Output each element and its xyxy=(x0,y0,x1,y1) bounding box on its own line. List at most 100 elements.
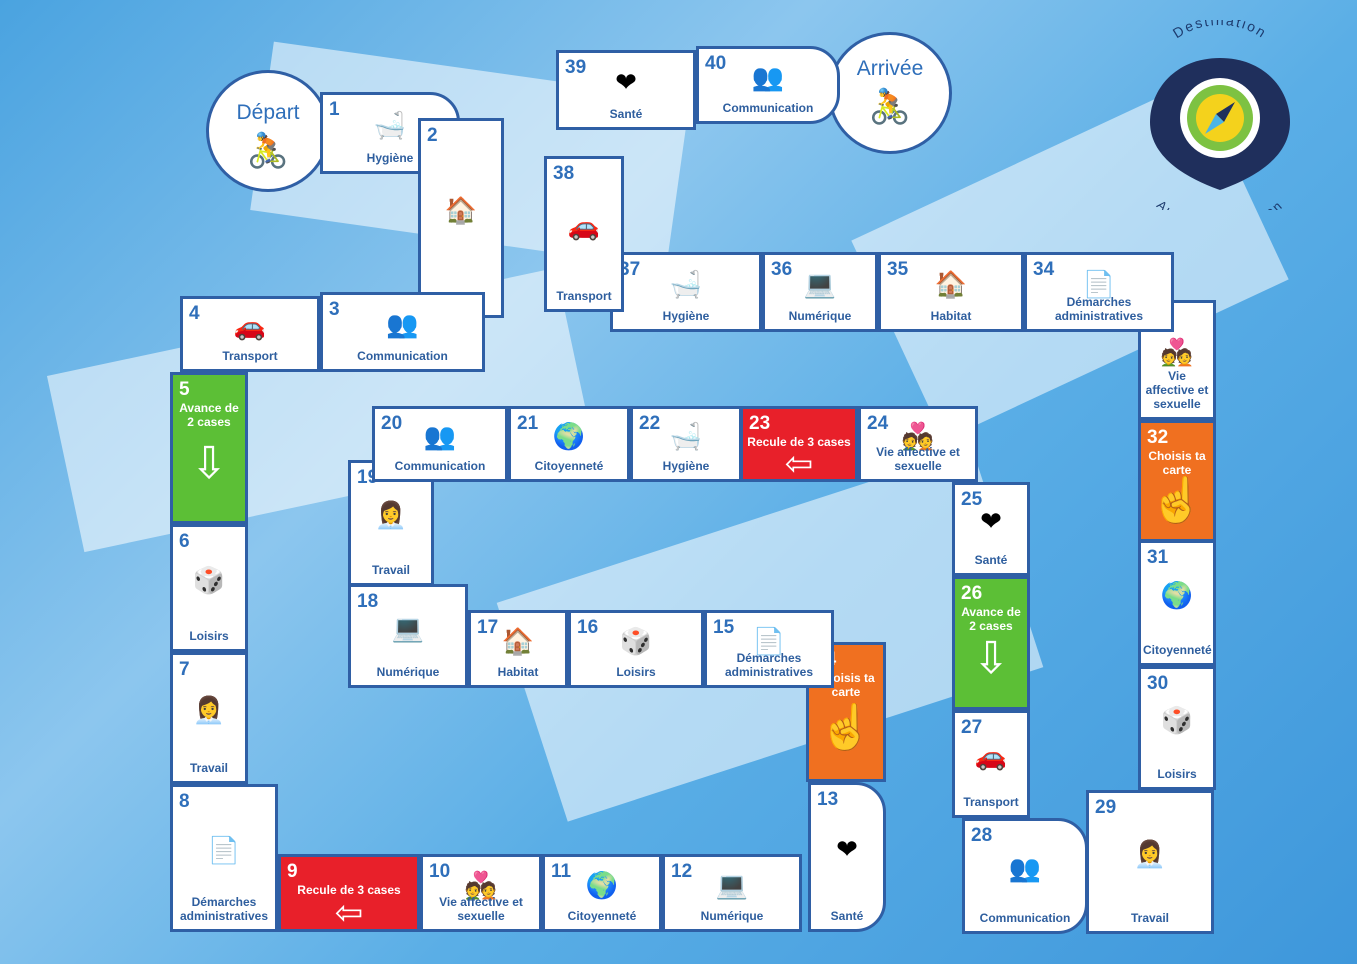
board-square-25[interactable]: 25 ❤ Santé xyxy=(952,482,1030,576)
board-square-9[interactable]: 9 ⇦ Recule de 3 cases xyxy=(278,854,420,932)
board-square-14[interactable]: 14☝Choisis ta carte xyxy=(806,642,886,782)
board-square-7[interactable]: 7 👩‍💼 Travail xyxy=(170,652,248,784)
square-number: 13 xyxy=(817,789,839,810)
board-square-5[interactable]: 5 ⇩ Avance de 2 cases xyxy=(170,372,248,524)
board-square-3[interactable]: 3 👥 Communication xyxy=(320,292,485,372)
logo-bottom-text: Autodétermination xyxy=(1154,197,1284,210)
finish-circle[interactable]: Arrivée 🚴 xyxy=(828,32,952,154)
board-square-37[interactable]: 37 🛁 Hygiène xyxy=(610,252,762,332)
square-label: Citoyenneté xyxy=(1143,643,1212,657)
board-square-12[interactable]: 12 💻 Numérique xyxy=(662,854,802,932)
board-square-35[interactable]: 35 🏠 Habitat xyxy=(878,252,1024,332)
square-label: Travail xyxy=(371,563,411,577)
board-square-39[interactable]: 39 ❤ Santé xyxy=(556,50,696,130)
square-label: Communication xyxy=(722,101,814,115)
people-talking-icon: 👥 xyxy=(1008,853,1042,883)
board-square-15[interactable]: 15 📄 Démarches administratives xyxy=(704,610,834,688)
board-square-11[interactable]: 11 🌍 Citoyenneté xyxy=(542,854,662,932)
board-square-34[interactable]: 34 📄 Démarches administratives xyxy=(1024,252,1174,332)
board-square-16[interactable]: 16 🎲 Loisirs xyxy=(568,610,704,688)
square-number: 15 xyxy=(713,617,735,638)
square-label: Hygiène xyxy=(662,309,710,323)
square-number: 37 xyxy=(619,259,641,280)
square-number: 18 xyxy=(357,591,379,612)
arrow-left-icon: ⇦ xyxy=(784,445,814,482)
board-square-8[interactable]: 8 📄 Démarches administratives xyxy=(170,784,278,932)
board-square-18[interactable]: 18 💻 Numérique xyxy=(348,584,468,688)
board-square-30[interactable]: 30 🎲 Loisirs xyxy=(1138,666,1216,790)
couple-icon: 💑 xyxy=(464,870,498,900)
square-label: Vie affective et sexuelle xyxy=(1145,369,1209,411)
leisure-icon: 🎲 xyxy=(192,565,226,595)
board-square-36[interactable]: 36 💻 Numérique xyxy=(762,252,878,332)
square-number: 27 xyxy=(961,717,983,738)
board-square-2[interactable]: 2🏠Habitat xyxy=(418,118,504,318)
svg-text:Autodétermination: Autodétermination xyxy=(1154,197,1286,210)
board-square-27[interactable]: 27 🚗 Transport xyxy=(952,710,1030,818)
board-square-24[interactable]: 24 💑 Vie affective et sexuelle xyxy=(858,406,978,482)
board-square-21[interactable]: 21 🌍 Citoyenneté xyxy=(508,406,630,482)
board-square-10[interactable]: 10 💑 Vie affective et sexuelle xyxy=(420,854,542,932)
square-label: Citoyenneté xyxy=(534,459,604,473)
pointing-hand-icon: ☝ xyxy=(1149,476,1205,525)
board-square-28[interactable]: 28 👥 Communication xyxy=(962,818,1088,934)
square-number: 16 xyxy=(577,617,599,638)
globe-icon: 🌍 xyxy=(1160,580,1194,610)
board-square-31[interactable]: 31 🌍 Citoyenneté xyxy=(1138,540,1216,666)
board-square-20[interactable]: 20 👥 Communication xyxy=(372,406,508,482)
heart-stethoscope-icon: ❤ xyxy=(615,67,637,97)
board-square-22[interactable]: 22 🛁 Hygiène xyxy=(630,406,742,482)
square-number: 10 xyxy=(429,861,451,882)
heart-stethoscope-icon: ❤ xyxy=(980,506,1002,536)
square-number: 5 xyxy=(179,379,190,400)
start-circle[interactable]: Départ 🚴 xyxy=(206,70,330,192)
work-icon: 👩‍💼 xyxy=(1133,839,1167,869)
board-square-6[interactable]: 6 🎲 Loisirs xyxy=(170,524,248,652)
square-label: Numérique xyxy=(376,665,440,679)
square-label: Travail xyxy=(1130,911,1170,925)
house-icon: 🏠 xyxy=(934,269,968,299)
square-number: 30 xyxy=(1147,673,1169,694)
square-number: 12 xyxy=(671,861,693,882)
logo-top-text: Destination xyxy=(1170,20,1268,41)
square-label: Santé xyxy=(609,107,643,121)
square-label: Choisis ta carte xyxy=(1148,449,1206,477)
vehicles-icon: 🚗 xyxy=(233,311,267,341)
board-square-4[interactable]: 4 🚗 Transport xyxy=(180,296,320,372)
board-square-13[interactable]: 13 ❤ Santé xyxy=(808,782,886,932)
square-number: 40 xyxy=(705,53,727,74)
board-square-23[interactable]: 23 ⇦ Recule de 3 cases xyxy=(740,406,858,482)
board-square-29[interactable]: 29 👩‍💼 Travail xyxy=(1086,790,1214,934)
square-number: 28 xyxy=(971,825,993,846)
people-talking-icon: 👥 xyxy=(423,421,457,451)
square-label: Habitat xyxy=(497,665,539,679)
square-label: Démarches administratives xyxy=(179,895,269,923)
square-label: Communication xyxy=(357,349,448,363)
square-label: Démarches administratives xyxy=(1054,295,1144,323)
square-number: 2 xyxy=(427,125,438,146)
board-square-38[interactable]: 38 🚗 Transport xyxy=(544,156,624,312)
globe-icon: 🌍 xyxy=(585,870,619,900)
bathtub-icon: 🛁 xyxy=(669,421,703,451)
documents-icon: 📄 xyxy=(752,626,786,656)
destination-logo: Destination Autodétermination xyxy=(1150,20,1290,210)
globe-icon: 🌍 xyxy=(552,421,586,451)
square-label: Avance de 2 cases xyxy=(961,605,1021,633)
square-number: 11 xyxy=(551,861,572,882)
finish-label: Arrivée xyxy=(856,57,924,80)
square-label: Transport xyxy=(556,289,612,303)
square-label: Communication xyxy=(394,459,486,473)
work-icon: 👩‍💼 xyxy=(192,695,226,725)
board-square-40[interactable]: 40 👥 Communication xyxy=(696,46,840,124)
board-square-32[interactable]: 32 ☝ Choisis ta carte xyxy=(1138,420,1216,542)
couple-icon: 💑 xyxy=(1160,337,1194,367)
square-number: 20 xyxy=(381,413,403,434)
square-number: 35 xyxy=(887,259,909,280)
couple-icon: 💑 xyxy=(901,421,935,451)
board-square-17[interactable]: 17 🏠 Habitat xyxy=(468,610,568,688)
square-label: Communication xyxy=(979,911,1071,925)
square-number: 6 xyxy=(179,531,190,552)
board-square-26[interactable]: 26 ⇩ Avance de 2 cases xyxy=(952,576,1030,710)
computer-icon: 💻 xyxy=(391,613,425,643)
square-label: Numérique xyxy=(700,909,764,923)
